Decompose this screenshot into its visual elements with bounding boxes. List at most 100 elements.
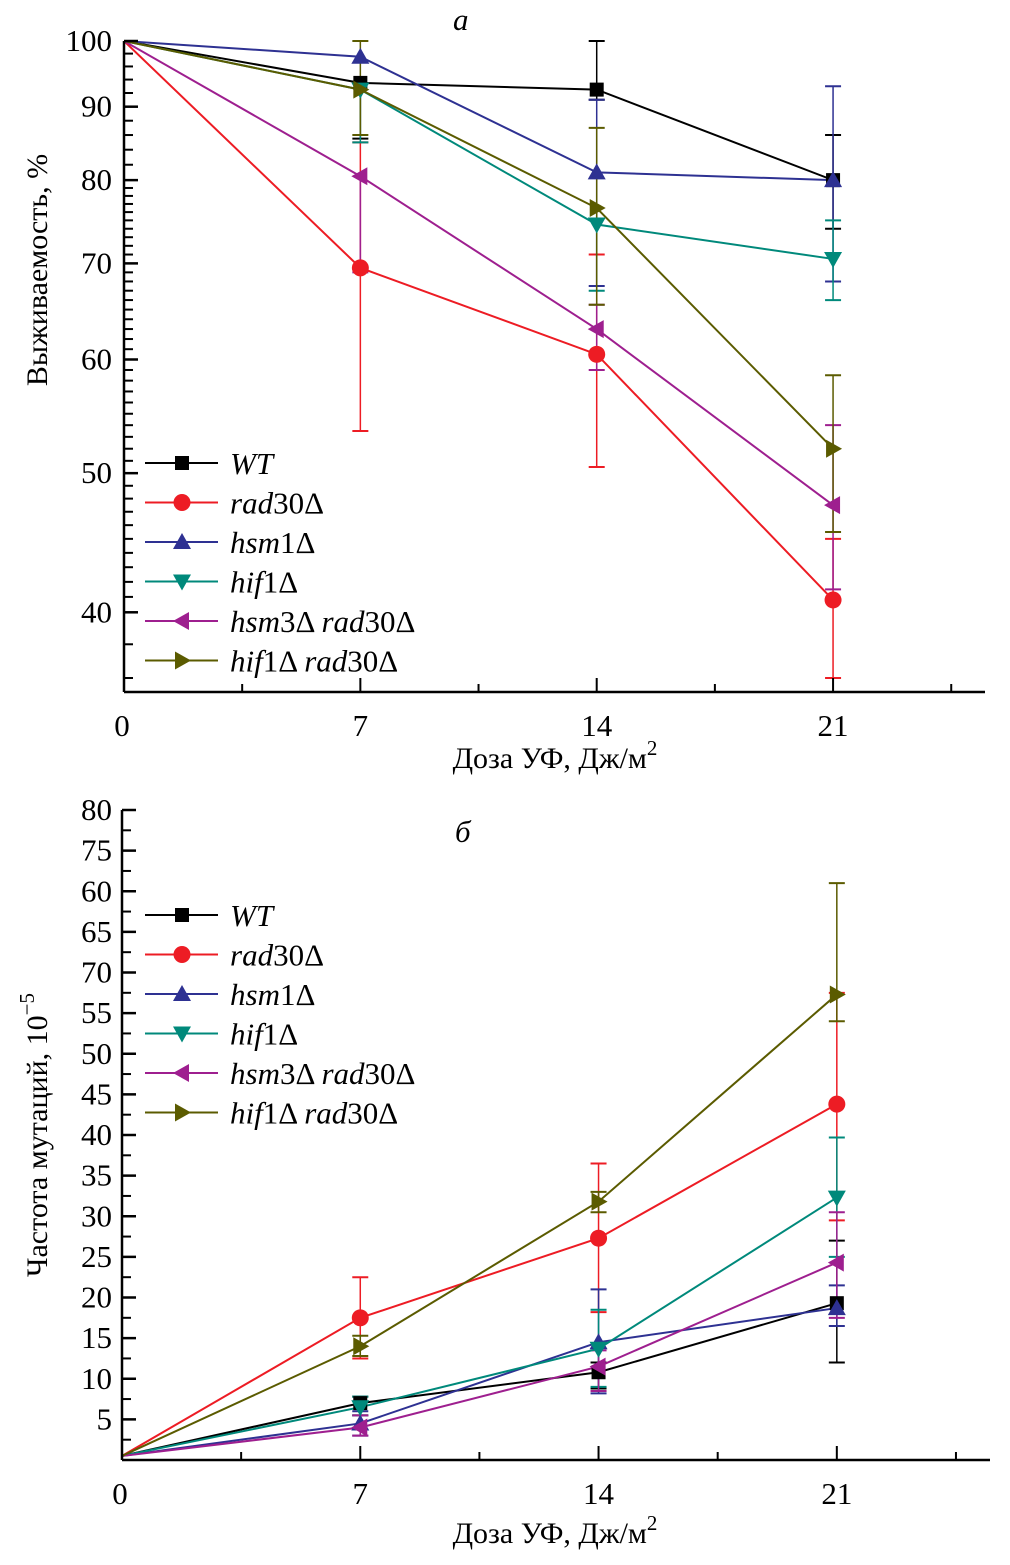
legend-label-part: rad: [230, 938, 274, 973]
y-tick-label: 60: [81, 341, 112, 376]
legend-label-part: 30Δ: [365, 1056, 416, 1091]
y-tick-label: 90: [81, 89, 112, 124]
panel-label: а: [453, 2, 469, 37]
legend-label: hsm3Δ rad30Δ: [230, 604, 415, 639]
y-tick-label: 40: [81, 1117, 112, 1152]
series-line-3: [123, 40, 834, 260]
y-tick-label: 50: [81, 1036, 112, 1071]
legend-label-part: rad: [304, 644, 348, 679]
legend-label: hsm1Δ: [230, 525, 315, 560]
legend-marker: [173, 574, 191, 591]
data-point: [587, 163, 606, 180]
y-tick-label: 25: [81, 1239, 112, 1274]
data-point: [351, 1400, 370, 1417]
y-tick-label: 45: [81, 1076, 112, 1111]
legend-marker: [175, 908, 189, 922]
data-point: [589, 82, 604, 97]
y-tick-label: 20: [81, 1280, 112, 1315]
data-point: [351, 167, 368, 186]
y-tick-label: 70: [81, 245, 112, 280]
x-tick-label: 21: [821, 1476, 852, 1511]
series-line-0: [123, 40, 834, 182]
data-point: [353, 1337, 370, 1356]
y-tick-label: 80: [81, 162, 112, 197]
legend-label-part: 1Δ: [263, 644, 304, 679]
y-tick-label: 70: [81, 955, 112, 990]
legend-label: rad30Δ: [230, 938, 324, 973]
x-tick-label: 21: [818, 708, 849, 743]
y-tick-label: 50: [81, 455, 112, 490]
series-line-5: [123, 40, 834, 450]
axes: 0 7 14 21 100 90 80 70 60 50 40: [66, 23, 985, 743]
y-tick-label: 80: [81, 792, 112, 827]
data-point: [589, 1341, 608, 1358]
legend-marker: [175, 651, 191, 670]
x-tick-label: 7: [353, 708, 369, 743]
y-tick-label: 35: [81, 1158, 112, 1193]
y-tick-label: 40: [81, 594, 112, 629]
legend-label-part: 30Δ: [347, 644, 398, 679]
legend-label-part: hif: [230, 644, 267, 679]
data-point: [587, 217, 606, 234]
legend-label-part: 3Δ: [280, 604, 321, 639]
x-tick-label: 14: [583, 1476, 615, 1511]
legend-label-part: 1Δ: [280, 977, 315, 1012]
legend-marker: [173, 612, 189, 630]
data-point: [591, 1192, 608, 1211]
data-point: [351, 47, 370, 64]
legend-label-part: 3Δ: [280, 1056, 321, 1091]
data-point: [829, 985, 846, 1004]
chart-panel-b: 0 7 14 21 5 10 15 20 25 30 35 40 45 50 55 70 65 60 75 80 WT…: [15, 792, 990, 1550]
series-line-1: [123, 40, 834, 601]
series-lines: [121, 993, 838, 1457]
legend-label-part: 1Δ: [263, 565, 298, 600]
data-point: [351, 1309, 369, 1327]
y-axis-title: Частота мутаций, 10−5: [15, 993, 54, 1277]
data-point: [588, 345, 606, 363]
data-point: [824, 251, 843, 268]
y-tick-label: 65: [81, 914, 112, 949]
legend-label: hif1Δ: [230, 1017, 298, 1052]
y-tick-label: 60: [81, 873, 112, 908]
legend-label-part: WT: [230, 898, 276, 933]
legend-label-part: 30Δ: [347, 1096, 398, 1131]
y-tick-label: 30: [81, 1198, 112, 1233]
legend-marker: [173, 985, 191, 1001]
data-point: [828, 1095, 846, 1113]
y-tick-label: 75: [81, 833, 112, 868]
legend-marker: [173, 1064, 189, 1082]
legend-label: hif1Δ: [230, 565, 298, 600]
data-point: [587, 320, 604, 339]
x-axis-title: Доза УФ, Дж/м2: [453, 736, 658, 775]
data-point: [824, 496, 841, 515]
series-markers: [351, 47, 843, 609]
series-line-4: [123, 40, 834, 506]
series-line-2: [123, 40, 834, 182]
x-tick-label: 7: [353, 1476, 369, 1511]
data-point: [827, 1190, 846, 1207]
legend-label-part: rad: [321, 604, 365, 639]
legend-label-part: hsm: [230, 525, 280, 560]
legend-label-part: rad: [321, 1056, 365, 1091]
legend-marker: [173, 946, 191, 963]
series-line-3: [121, 1196, 838, 1457]
legend-label-part: rad: [304, 1096, 348, 1131]
legend-label-part: hif: [230, 565, 267, 600]
data-point: [824, 591, 842, 609]
series-line-2: [121, 1307, 837, 1457]
data-point: [827, 1299, 846, 1316]
legend-label: rad30Δ: [230, 486, 324, 521]
legend-label-part: hsm: [230, 1056, 280, 1091]
x-tick-label: 0: [114, 708, 130, 743]
legend-label: hif1Δ rad30Δ: [230, 1096, 398, 1131]
legend-label-part: 1Δ: [263, 1096, 304, 1131]
data-point: [826, 439, 843, 458]
legend-marker: [173, 533, 191, 549]
legend-label-part: 1Δ: [280, 525, 315, 560]
legend-label-part: hsm: [230, 604, 280, 639]
x-tick-label: 14: [581, 708, 613, 743]
data-point: [351, 1418, 368, 1437]
series-lines: [123, 40, 834, 601]
data-point: [589, 199, 606, 218]
